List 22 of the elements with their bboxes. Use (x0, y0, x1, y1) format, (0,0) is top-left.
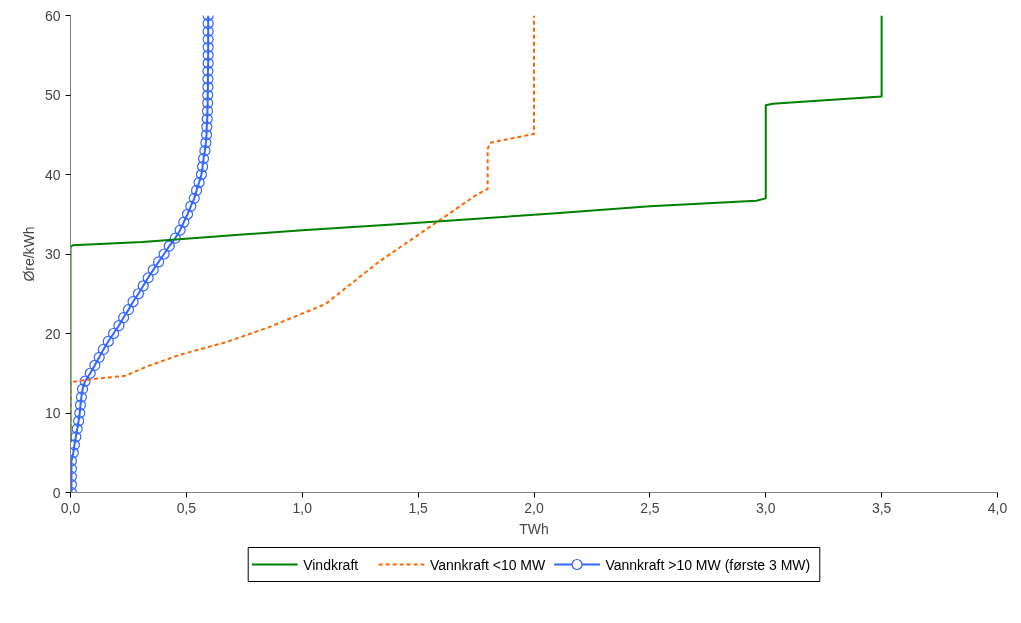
legend-label: Vannkraft >10 MW (første 3 MW) (605, 556, 811, 573)
x-tick-label: 1,5 (408, 499, 429, 516)
x-tick-label: 2,0 (524, 499, 544, 516)
x-axis-title: TWh (519, 520, 549, 537)
line-series (70, 15, 883, 444)
x-tick-label: 4,0 (987, 499, 1008, 516)
x-tick-label: 0,5 (176, 499, 197, 516)
y-tick-label: 60 (44, 7, 61, 24)
y-tick-label: 50 (44, 87, 61, 103)
y-axis-title: Øre/kWh (20, 226, 37, 282)
y-tick-label: 0 (52, 484, 61, 501)
x-tick-label: 1,0 (292, 499, 313, 516)
legend-label: Vannkraft <10 MW (429, 556, 547, 573)
x-tick-label: 0,0 (60, 499, 81, 516)
y-tick-label: 30 (44, 246, 61, 262)
y-tick-label: 10 (44, 405, 61, 421)
x-tick-label: 3,5 (871, 499, 892, 516)
y-tick-label: 40 (44, 166, 61, 183)
x-tick-label: 2,5 (640, 499, 660, 516)
y-tick-label: 20 (44, 325, 61, 342)
legend-label: Vindkraft (303, 556, 359, 573)
x-tick-label: 3,0 (756, 499, 776, 516)
